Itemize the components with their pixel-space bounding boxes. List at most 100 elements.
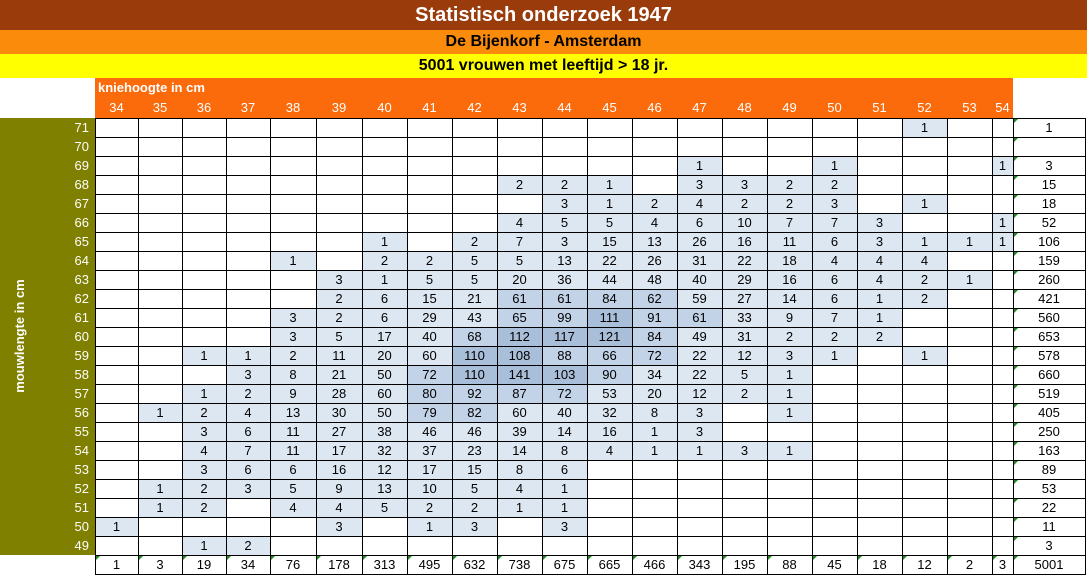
table-cell [95,137,138,156]
column-total: 495 [407,555,452,574]
table-cell: 111 [587,308,632,327]
gridline [947,118,948,575]
table-cell [632,175,677,194]
table-cell: 1 [497,498,542,517]
table-cell: 22 [677,365,722,384]
gridline [95,270,1085,271]
gridline [587,118,588,575]
row-label: 66 [74,215,89,230]
table-cell: 3 [182,460,226,479]
table-cell [812,422,857,441]
table-cell: 5 [362,498,407,517]
table-cell [947,156,992,175]
column-label: 49 [782,100,797,115]
table-cell: 22 [587,251,632,270]
row-total: 159 [1013,251,1085,270]
table-cell [722,118,767,137]
gridline [95,289,1085,290]
table-cell [947,194,992,213]
table-cell: 99 [542,308,587,327]
table-cell: 3 [722,441,767,460]
table-cell: 13 [362,479,407,498]
table-cell [632,137,677,156]
table-cell [992,517,1013,536]
gridline [857,118,858,575]
table-cell [902,308,947,327]
table-cell: 2 [182,479,226,498]
table-cell [992,194,1013,213]
table-cell: 1 [902,194,947,213]
table-cell: 8 [542,441,587,460]
table-cell [947,365,992,384]
table-cell: 2 [902,270,947,289]
table-cell: 1 [182,536,226,555]
table-cell: 1 [947,270,992,289]
table-cell: 22 [677,346,722,365]
table-cell [497,194,542,213]
table-cell: 20 [362,346,407,365]
table-cell [722,137,767,156]
table-cell: 5 [722,365,767,384]
table-cell [812,403,857,422]
table-cell [138,137,182,156]
column-total: 675 [542,555,587,574]
column-label: 44 [557,100,572,115]
table-cell: 21 [316,365,362,384]
row-label: 70 [74,139,89,154]
table-cell [722,536,767,555]
table-cell [138,213,182,232]
table-cell [812,137,857,156]
table-cell: 68 [452,327,497,346]
table-cell: 5 [587,213,632,232]
table-cell [587,498,632,517]
table-cell [812,365,857,384]
column-label: 52 [917,100,932,115]
table-cell: 1 [182,384,226,403]
gridline [95,308,1085,309]
table-cell [947,289,992,308]
table-cell [95,251,138,270]
table-cell [452,137,497,156]
row-total: 578 [1013,346,1085,365]
table-cell: 10 [407,479,452,498]
table-cell [992,118,1013,137]
table-cell [632,517,677,536]
table-cell [362,517,407,536]
table-cell [182,365,226,384]
table-cell [362,213,407,232]
table-cell: 4 [677,194,722,213]
table-cell: 27 [722,289,767,308]
table-cell: 9 [270,384,316,403]
table-cell: 27 [316,422,362,441]
table-cell: 5 [270,479,316,498]
table-cell: 5 [452,479,497,498]
table-cell [857,517,902,536]
table-cell [407,213,452,232]
row-label: 50 [74,519,89,534]
table-cell [138,270,182,289]
gridline [95,422,1085,423]
table-cell [632,479,677,498]
table-cell: 1 [857,289,902,308]
table-cell [812,536,857,555]
table-cell: 61 [542,289,587,308]
table-cell: 2 [767,327,812,346]
table-cell [857,536,902,555]
table-cell [902,327,947,346]
table-cell [182,327,226,346]
table-cell [902,384,947,403]
table-cell [497,517,542,536]
table-cell [767,536,812,555]
table-cell: 4 [857,251,902,270]
table-cell: 2 [902,289,947,308]
table-cell [902,498,947,517]
table-cell: 14 [542,422,587,441]
table-cell: 3 [677,403,722,422]
table-cell [632,536,677,555]
table-cell: 2 [316,289,362,308]
table-cell [947,346,992,365]
table-cell: 3 [767,346,812,365]
table-cell [812,498,857,517]
table-cell [992,308,1013,327]
table-cell [95,365,138,384]
